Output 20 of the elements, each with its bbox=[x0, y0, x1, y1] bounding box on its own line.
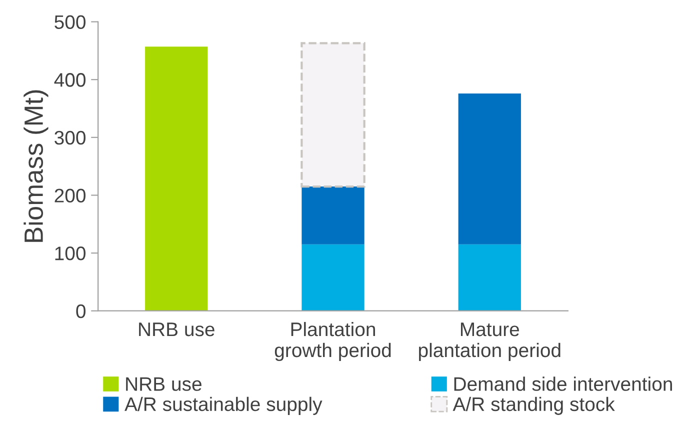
y-tick-label: 300 bbox=[54, 130, 86, 145]
y-tick-label: 500 bbox=[54, 15, 86, 30]
legend-label: A/R standing stock bbox=[452, 396, 615, 415]
y-tick-label: 400 bbox=[54, 73, 86, 87]
bar bbox=[145, 46, 208, 311]
legend-label: Demand side intervention bbox=[454, 376, 672, 391]
legend-label: A/R sustainable supply bbox=[124, 396, 322, 415]
x-tick-label: Plantation growth period bbox=[274, 322, 391, 362]
bar bbox=[302, 186, 364, 244]
bar bbox=[458, 244, 521, 311]
bar bbox=[302, 244, 364, 311]
x-tick-label: NRB use bbox=[139, 322, 214, 336]
x-tick-label: Mature plantation period bbox=[419, 322, 560, 362]
bar bbox=[458, 93, 521, 244]
y-axis-title: Biomass (Mt) bbox=[24, 90, 48, 242]
y-tick-label: 200 bbox=[54, 188, 86, 202]
y-tick-label: 100 bbox=[55, 246, 86, 260]
bar bbox=[300, 42, 366, 188]
y-tick-label: 0 bbox=[76, 304, 86, 318]
legend-label: NRB use bbox=[126, 377, 202, 391]
